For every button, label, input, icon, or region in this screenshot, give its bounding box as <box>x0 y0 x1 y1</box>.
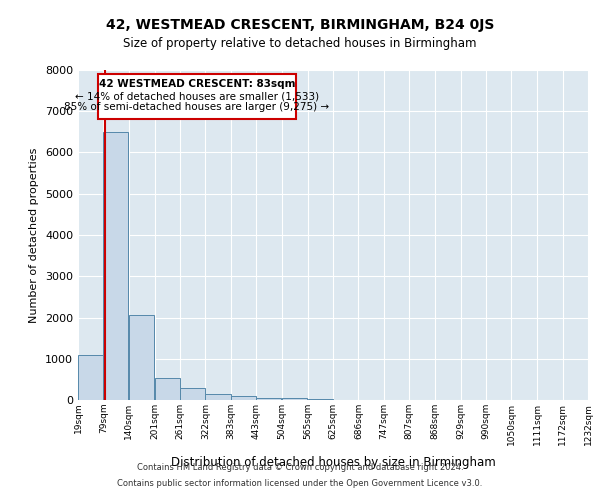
Bar <box>180 388 205 400</box>
Bar <box>231 396 256 400</box>
Bar <box>308 399 333 400</box>
FancyBboxPatch shape <box>98 74 296 120</box>
Bar <box>205 394 230 400</box>
Bar <box>78 354 103 400</box>
Text: ← 14% of detached houses are smaller (1,533): ← 14% of detached houses are smaller (1,… <box>75 92 319 102</box>
Y-axis label: Number of detached properties: Number of detached properties <box>29 148 40 322</box>
Text: Size of property relative to detached houses in Birmingham: Size of property relative to detached ho… <box>123 38 477 51</box>
Text: 85% of semi-detached houses are larger (9,275) →: 85% of semi-detached houses are larger (… <box>64 102 329 112</box>
Bar <box>103 132 128 400</box>
Bar <box>282 398 307 400</box>
Text: Contains public sector information licensed under the Open Government Licence v3: Contains public sector information licen… <box>118 478 482 488</box>
X-axis label: Distribution of detached houses by size in Birmingham: Distribution of detached houses by size … <box>170 456 496 469</box>
Bar <box>155 378 180 400</box>
Text: 42, WESTMEAD CRESCENT, BIRMINGHAM, B24 0JS: 42, WESTMEAD CRESCENT, BIRMINGHAM, B24 0… <box>106 18 494 32</box>
Text: 42 WESTMEAD CRESCENT: 83sqm: 42 WESTMEAD CRESCENT: 83sqm <box>99 80 295 90</box>
Bar <box>129 316 154 400</box>
Bar <box>256 398 281 400</box>
Text: Contains HM Land Registry data © Crown copyright and database right 2024.: Contains HM Land Registry data © Crown c… <box>137 464 463 472</box>
